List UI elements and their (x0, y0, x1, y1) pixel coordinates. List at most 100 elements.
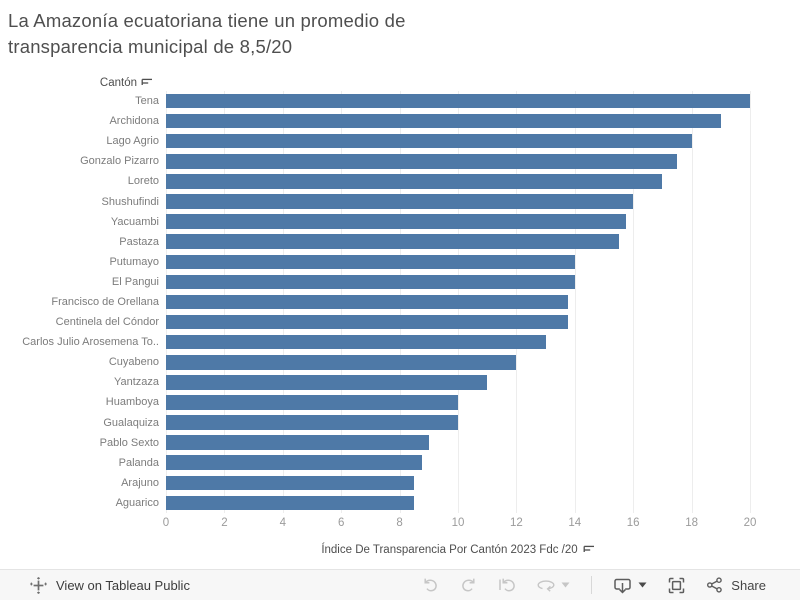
category-label[interactable]: Gualaquiza (103, 416, 159, 429)
category-label[interactable]: Pablo Sexto (99, 436, 159, 449)
chart-row: Gualaquiza (0, 413, 760, 433)
category-label[interactable]: Yacuambi (110, 215, 159, 228)
bar[interactable] (166, 314, 568, 330)
gridline (633, 91, 635, 513)
category-label[interactable]: El Pangui (111, 275, 159, 288)
undo-button[interactable] (422, 577, 439, 593)
download-button[interactable] (613, 577, 647, 594)
bar[interactable] (166, 294, 568, 310)
x-tick-label: 16 (626, 517, 640, 529)
x-tick-label: 14 (568, 517, 582, 529)
x-tick-label: 6 (337, 517, 345, 529)
bar[interactable] (166, 455, 422, 470)
category-label[interactable]: Shushufindi (101, 195, 160, 208)
chart-row: Lago Agrio (0, 131, 760, 151)
refresh-button[interactable] (537, 578, 570, 592)
bar[interactable] (166, 495, 415, 511)
bar[interactable] (166, 93, 750, 109)
bar[interactable] (166, 395, 458, 410)
bar[interactable] (166, 415, 458, 430)
fullscreen-button[interactable] (668, 577, 685, 594)
chart-row: Tena (0, 91, 760, 111)
refresh-icon (537, 580, 555, 592)
sort-descending-icon[interactable] (141, 78, 153, 87)
column-header-label: Cantón (99, 76, 137, 89)
chart-row: Carlos Julio Arosemena To.. (0, 332, 760, 352)
x-tick-label: 4 (279, 517, 286, 529)
x-axis-title[interactable]: Índice De Transparencia Por Cantón 2023 … (166, 542, 750, 557)
chart-row: Cuyabeno (0, 352, 760, 372)
chart-row: Shushufindi (0, 191, 760, 211)
bar[interactable] (166, 334, 546, 350)
category-label[interactable]: Carlos Julio Arosemena To.. (22, 336, 159, 349)
gridline (574, 91, 576, 513)
chart-rows: Tena Archidona Lago Agrio Gonzalo Pizarro Lo… (0, 91, 760, 513)
category-label[interactable]: Francisco de Orellana (51, 295, 159, 308)
bar[interactable] (166, 113, 721, 129)
bar[interactable] (166, 234, 619, 249)
undo-icon (424, 578, 438, 592)
share-button-label: Share (731, 577, 766, 593)
bar[interactable] (166, 355, 517, 370)
download-icon (614, 578, 632, 593)
category-label[interactable]: Arajuno (121, 476, 159, 489)
sort-descending-icon[interactable] (583, 545, 595, 554)
x-tick-label: 2 (221, 517, 228, 529)
category-label[interactable]: Archidona (109, 115, 159, 128)
bar[interactable] (166, 133, 692, 149)
x-tick-label: 0 (162, 517, 170, 529)
bar[interactable] (166, 475, 415, 491)
bar[interactable] (166, 254, 575, 270)
refresh-caret-icon (561, 582, 570, 588)
share-button[interactable]: Share (706, 577, 766, 593)
x-tick-label: 10 (451, 517, 465, 529)
category-label[interactable]: Gonzalo Pizarro (80, 155, 159, 168)
bar[interactable] (166, 214, 626, 229)
category-label[interactable]: Putumayo (109, 255, 159, 268)
chart-row: Arajuno (0, 473, 760, 493)
chart-row: Pablo Sexto (0, 433, 760, 453)
replay-button[interactable] (498, 577, 516, 593)
replay-icon (499, 578, 516, 592)
category-label[interactable]: Yantzaza (113, 376, 159, 389)
category-label[interactable]: Centinela del Cóndor (55, 316, 159, 329)
category-label[interactable]: Tena (135, 95, 159, 108)
column-header-canton[interactable]: Cantón (0, 75, 153, 90)
chart-row: Francisco de Orellana (0, 292, 760, 312)
x-axis-title-label: Índice De Transparencia Por Cantón 2023 … (321, 543, 578, 556)
category-label[interactable]: Aguarico (115, 496, 159, 509)
bar[interactable] (166, 375, 488, 390)
bar[interactable] (166, 435, 429, 450)
page-title-line2: transparencia municipal de 8,5/20 (8, 36, 293, 57)
gridline (750, 91, 751, 513)
chart-row: Yacuambi (0, 212, 760, 232)
redo-button[interactable] (460, 577, 477, 593)
view-on-tableau-public-link[interactable]: View on Tableau Public (30, 576, 190, 594)
chart-row: Putumayo (0, 252, 760, 272)
bar-chart: Tena Archidona Lago Agrio Gonzalo Pizarro Lo… (0, 91, 760, 513)
gridline (691, 91, 693, 513)
chart-row: Loreto (0, 171, 760, 191)
category-label[interactable]: Lago Agrio (106, 135, 159, 148)
page-title: La Amazonía ecuatoriana tiene un promedi… (8, 8, 528, 60)
tableau-footer-toolbar: View on Tableau Public (0, 569, 800, 600)
chart-row: Gonzalo Pizarro (0, 151, 760, 171)
toolbar-divider (591, 576, 593, 594)
category-label[interactable]: Pastaza (119, 235, 159, 248)
share-icon (707, 577, 723, 593)
category-label[interactable]: Cuyabeno (108, 356, 159, 369)
bar[interactable] (166, 154, 677, 169)
redo-icon (462, 578, 475, 592)
bar[interactable] (166, 174, 663, 189)
bar[interactable] (166, 274, 575, 290)
page-title-line1: La Amazonía ecuatoriana tiene un promedi… (8, 10, 406, 31)
x-axis-ticks: 0 2 4 6 8 10 12 14 16 18 20 (162, 517, 757, 531)
category-label[interactable]: Loreto (127, 175, 159, 188)
chart-row: Yantzaza (0, 372, 760, 392)
x-tick-label: 18 (685, 517, 698, 529)
category-label[interactable]: Palanda (118, 456, 159, 469)
bar[interactable] (166, 194, 634, 209)
x-tick-label: 12 (509, 517, 523, 529)
category-label[interactable]: Huamboya (105, 396, 159, 409)
chart-row: Huamboya (0, 392, 760, 412)
